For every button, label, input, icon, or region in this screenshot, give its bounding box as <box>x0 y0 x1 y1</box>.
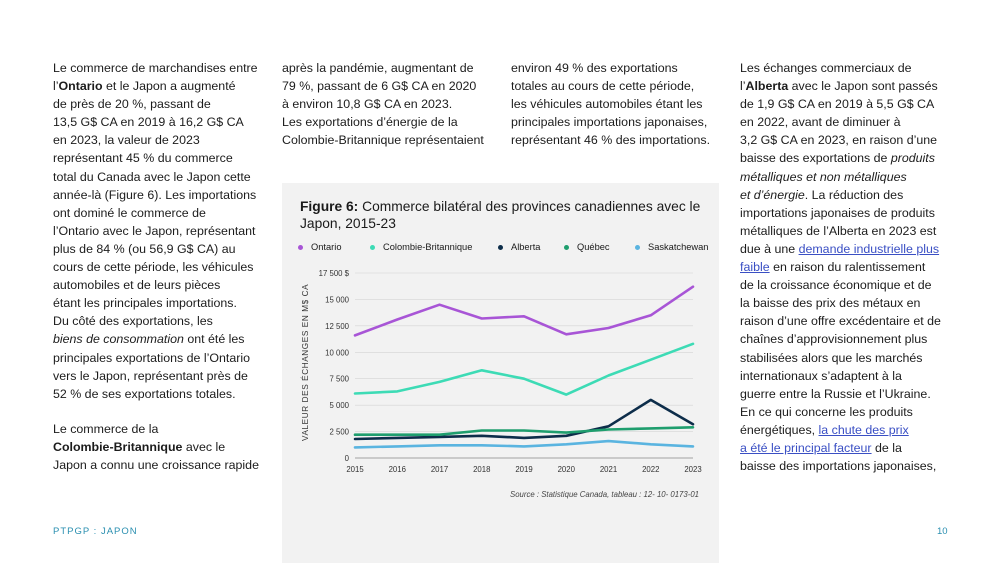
y-tick-label: 7 500 <box>329 375 349 384</box>
x-tick-label: 2017 <box>431 465 448 474</box>
figure-title-text: Commerce bilatéral des provinces canadie… <box>300 199 701 231</box>
legend-dot <box>370 244 375 250</box>
bold-cb: Colombie-Britannique <box>53 439 183 454</box>
y-tick-label: 12 500 <box>325 322 350 331</box>
figure-title-label: Figure 6: <box>300 199 359 214</box>
paragraph-cb-continued: après la pandémie, augmentant de 79 %, p… <box>282 61 484 148</box>
y-tick-label: 2 500 <box>329 428 349 437</box>
series-line-alberta <box>353 398 695 441</box>
legend-dot <box>635 244 640 250</box>
x-tick-label: 2020 <box>558 465 576 474</box>
x-tick-label: 2015 <box>346 465 364 474</box>
figure-title: Figure 6: Commerce bilatéral des provinc… <box>300 198 705 232</box>
series-line-qu-bec <box>353 426 695 436</box>
series-line-ontario <box>353 285 695 337</box>
paragraph-alberta: Les échanges commerciaux de l’Alberta av… <box>740 61 941 474</box>
bold-alberta: Alberta <box>745 79 789 94</box>
x-tick-label: 2023 <box>684 465 701 474</box>
paragraph-cb: Le commerce de la Colombie-Britannique a… <box>53 421 259 472</box>
text-column-3: environ 49 % des exportations totales au… <box>511 59 721 149</box>
text-column-4: Les échanges commerciaux de l’Alberta av… <box>740 59 955 475</box>
figure-6: Figure 6: Commerce bilatéral des provinc… <box>282 183 719 563</box>
x-tick-label: 2021 <box>600 465 617 474</box>
series-line-saskatchewan <box>353 439 695 449</box>
text-column-2: après la pandémie, augmentant de 79 %, p… <box>282 59 497 149</box>
x-tick-label: 2022 <box>642 465 659 474</box>
x-tick-label: 2016 <box>389 465 406 474</box>
legend-dot <box>298 244 303 250</box>
y-axis-label: VALEUR DES ÉCHANGES EN M$ CA <box>301 283 310 441</box>
page-number: 10 <box>937 526 948 537</box>
link-demande-industrielle[interactable]: demande industrielle plus faible <box>740 241 940 275</box>
legend-item-saskatchewan: Saskatchewan <box>635 242 708 252</box>
bold-ontario: Ontario <box>58 79 103 94</box>
legend-item-quebec: Québec <box>564 242 610 252</box>
italic-biens: biens de consommation <box>53 332 184 347</box>
y-tick-label: 17 500 $ <box>319 269 350 278</box>
text-column-1: Le commerce de marchandises entre l’Onta… <box>53 59 263 474</box>
legend-dot <box>498 244 503 250</box>
paragraph-ontario: Le commerce de marchandises entre l’Onta… <box>53 61 258 401</box>
paragraph-cb-end: environ 49 % des exportations totales au… <box>511 61 711 148</box>
legend-item-alberta: Alberta <box>498 242 540 252</box>
line-chart: 0 2 500 5 000 7 500 10 000 12 500 15 000 17 500… <box>319 269 702 474</box>
y-tick-label: 15 000 <box>325 295 350 304</box>
x-tick-label: 2019 <box>515 465 532 474</box>
y-tick-label: 0 <box>345 454 350 463</box>
y-tick-label: 10 000 <box>325 348 350 357</box>
legend-item-colombie-britannique: Colombie-Britannique <box>370 242 472 252</box>
link-chute-des-prix[interactable]: la chute des prix a été le principal fact… <box>740 422 909 455</box>
y-tick-label: 5 000 <box>329 401 349 410</box>
footer-title: PTPGP : JAPON <box>53 526 138 537</box>
series-line-colombie-britannique <box>353 342 695 396</box>
x-tick-label: 2018 <box>473 465 490 474</box>
figure-source: Source : Statistique Canada, tableau : 1… <box>510 490 699 499</box>
legend-dot <box>564 244 569 250</box>
chart-legend: Ontario Colombie-Britannique Alberta Qué… <box>298 242 708 256</box>
legend-item-ontario: Ontario <box>298 242 342 252</box>
